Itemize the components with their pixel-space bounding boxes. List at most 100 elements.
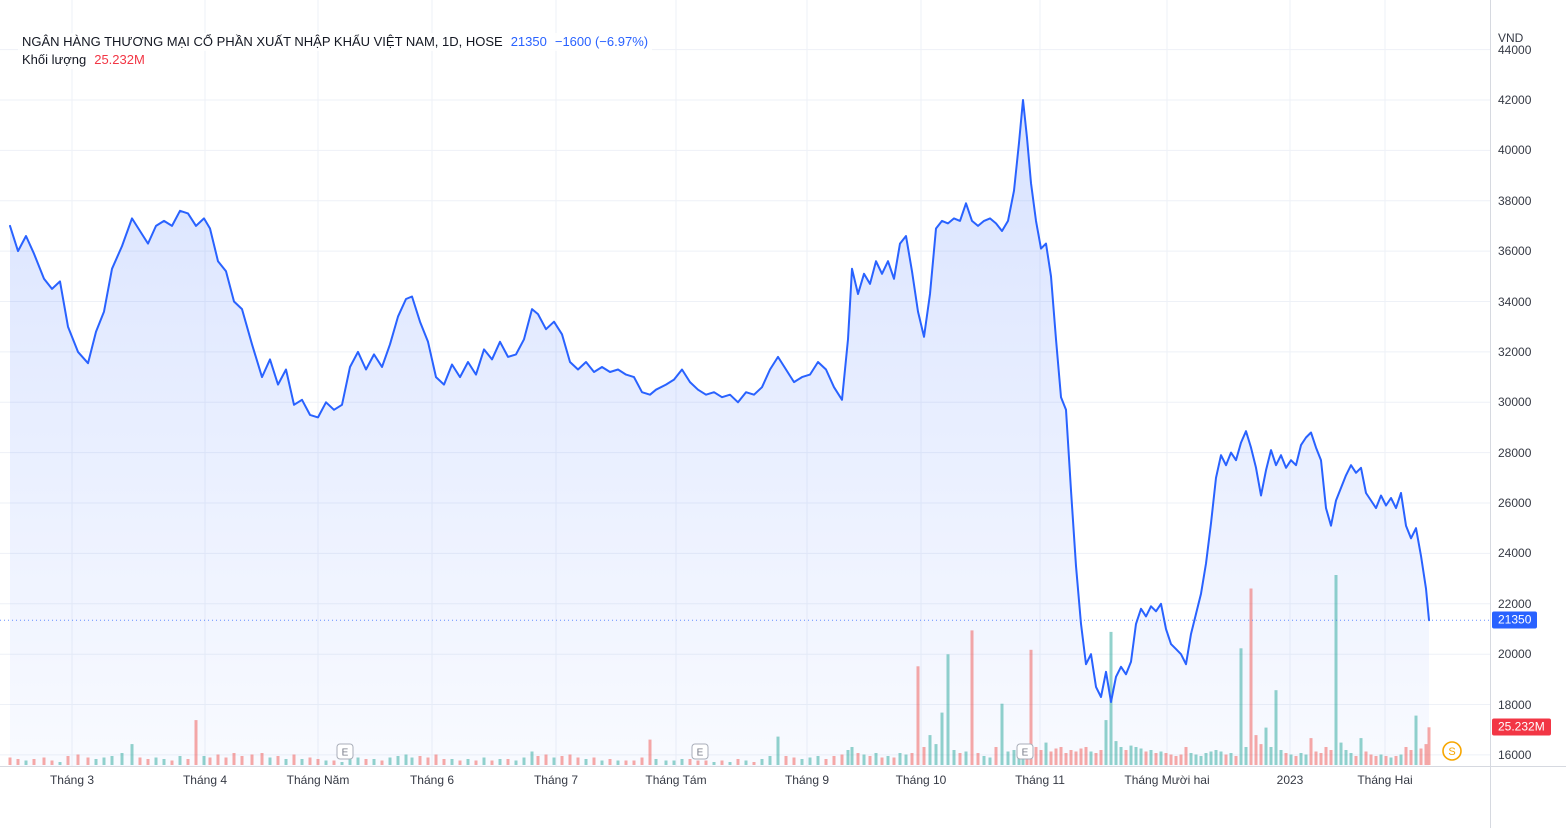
volume-bar [178,756,182,765]
volume-bar [648,739,652,765]
volume-bar [1314,751,1318,765]
volume-bar [1264,727,1268,765]
volume-bar [832,756,836,765]
volume-bar [94,759,98,765]
volume-bar [928,735,932,765]
volume-bar [784,756,788,765]
volume-bar [1394,756,1398,765]
price-axis-badge[interactable]: 21350 [1492,611,1538,629]
volume-bar [744,760,748,765]
volume-bar [364,759,368,765]
volume-bar [154,757,158,765]
x-axis-tick: Tháng 9 [784,773,830,787]
volume-bar [1249,588,1253,765]
x-axis-tick: Tháng 11 [1015,773,1065,787]
volume-bar [186,759,190,765]
volume-bar [1134,747,1138,765]
volume-bar [654,759,658,765]
volume-bar [474,760,478,765]
volume-bar [1179,754,1183,765]
y-axis-tick: 30000 [1498,395,1532,410]
volume-bar [1029,649,1033,765]
time-axis[interactable]: Tháng 3 Tháng 4 Tháng Năm Tháng 6 Tháng 7 Thá… [0,766,1490,828]
volume-bar [576,757,580,765]
volume-bar [1189,753,1193,765]
volume-bar [458,760,462,765]
x-axis-tick: Tháng 4 [182,773,228,787]
volume-bar [216,754,220,765]
volume-bar [1299,753,1303,765]
volume-bar [1254,735,1258,765]
volume-bar [672,760,676,765]
y-axis-tick: 20000 [1498,647,1532,662]
volume-bar [720,760,724,765]
svg-text:E: E [697,748,704,759]
svg-text:E: E [1022,748,1029,759]
volume-bar [1149,750,1153,765]
volume-bar [1229,753,1233,765]
volume-bar [1339,742,1343,765]
volume-bar [162,759,166,765]
currency-label: VND [1498,31,1524,45]
x-axis-tick: Tháng Hai [1357,773,1413,787]
volume-bar [284,759,288,765]
volume-bar [58,762,62,765]
volume-bar [340,762,344,765]
volume-bar [1284,753,1288,765]
y-axis-tick: 22000 [1498,596,1532,611]
volume-bar [1139,748,1143,765]
x-axis-tick: Tháng 6 [409,773,455,787]
y-axis-tick: 40000 [1498,143,1532,158]
volume-bar [1404,747,1408,765]
volume-bar [1184,747,1188,765]
volume-bar [1419,748,1423,765]
volume-bar [1374,756,1378,765]
volume-bar [450,759,454,765]
volume-bar [592,757,596,765]
volume-bar [1159,751,1163,765]
volume-bar [530,751,534,765]
volume-bar [664,760,668,765]
legend-main-row[interactable]: NGÂN HÀNG THƯƠNG MẠI CỔ PHẦN XUẤT NHẬP K… [18,33,653,51]
volume-bar [300,759,304,765]
volume-bar [1389,757,1393,765]
volume-bar [1269,747,1273,765]
price-axis[interactable]: VND 21350 25.232M 16000 18000 20000 22000 24… [1490,0,1566,766]
y-axis-tick: 32000 [1498,344,1532,359]
volume-bar [292,754,296,765]
volume-bar [396,756,400,765]
volume-bar [1034,747,1038,765]
volume-bar [874,753,878,765]
volume-bar [1234,756,1238,765]
volume-bar [776,736,780,765]
source-badge[interactable]: S [1442,741,1462,761]
volume-bar [760,759,764,765]
volume-bar [856,753,860,765]
volume-bar [268,757,272,765]
earnings-marker[interactable]: E [336,743,354,760]
earnings-marker[interactable]: E [1016,743,1034,760]
volume-bar [728,762,732,765]
volume-bar [1064,753,1068,765]
volume-bar [910,753,914,765]
volume-bar [1012,750,1016,765]
x-axis-tick: Tháng 7 [533,773,579,787]
volume-bar [426,757,430,765]
volume-bar [1044,742,1048,765]
volume-axis-badge[interactable]: 25.232M [1492,718,1551,736]
volume-bar [308,757,312,765]
earnings-marker[interactable]: E [691,743,709,760]
volume-bar [632,760,636,765]
volume-bar [1214,750,1218,765]
volume-bar [568,754,572,765]
legend-volume-row[interactable]: Khối lượng 25.232M [18,51,149,69]
volume-bar [1349,753,1353,765]
volume-bar [490,760,494,765]
y-axis-tick: 34000 [1498,294,1532,309]
volume-bar [404,754,408,765]
volume-bar [434,754,438,765]
symbol-title[interactable]: NGÂN HÀNG THƯƠNG MẠI CỔ PHẦN XUẤT NHẬP K… [22,34,503,49]
y-axis-tick: 28000 [1498,445,1532,460]
